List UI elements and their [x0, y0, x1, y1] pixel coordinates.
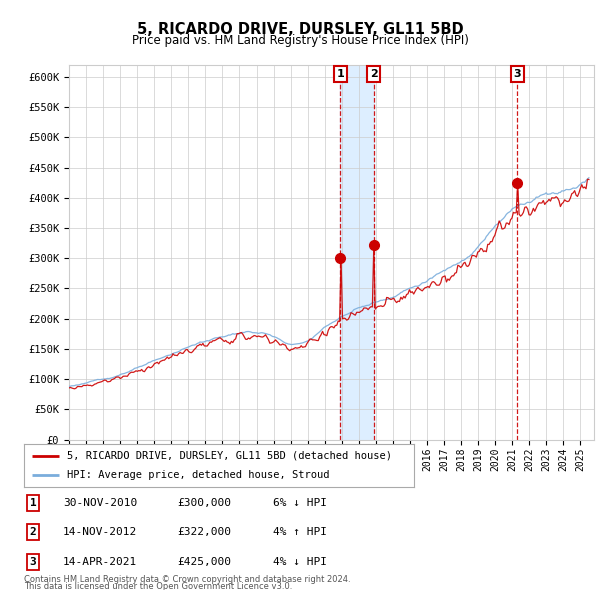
Text: This data is licensed under the Open Government Licence v3.0.: This data is licensed under the Open Gov… — [24, 582, 292, 590]
Text: 1: 1 — [29, 498, 37, 507]
Text: £425,000: £425,000 — [177, 557, 231, 566]
Text: 4% ↓ HPI: 4% ↓ HPI — [273, 557, 327, 566]
Text: 5, RICARDO DRIVE, DURSLEY, GL11 5BD: 5, RICARDO DRIVE, DURSLEY, GL11 5BD — [137, 22, 463, 37]
Text: 2: 2 — [29, 527, 37, 537]
Text: Contains HM Land Registry data © Crown copyright and database right 2024.: Contains HM Land Registry data © Crown c… — [24, 575, 350, 584]
Text: 4% ↑ HPI: 4% ↑ HPI — [273, 527, 327, 537]
Bar — [340, 65, 374, 440]
Text: Price paid vs. HM Land Registry's House Price Index (HPI): Price paid vs. HM Land Registry's House … — [131, 34, 469, 47]
Text: 14-APR-2021: 14-APR-2021 — [63, 557, 137, 566]
Text: 30-NOV-2010: 30-NOV-2010 — [63, 498, 137, 507]
Text: 5, RICARDO DRIVE, DURSLEY, GL11 5BD (detached house): 5, RICARDO DRIVE, DURSLEY, GL11 5BD (det… — [67, 451, 392, 461]
Text: 6% ↓ HPI: 6% ↓ HPI — [273, 498, 327, 507]
Text: 3: 3 — [514, 69, 521, 79]
Text: HPI: Average price, detached house, Stroud: HPI: Average price, detached house, Stro… — [67, 470, 329, 480]
Text: 1: 1 — [337, 69, 344, 79]
Text: £322,000: £322,000 — [177, 527, 231, 537]
Text: 3: 3 — [29, 557, 37, 566]
Text: 2: 2 — [370, 69, 377, 79]
Text: £300,000: £300,000 — [177, 498, 231, 507]
Text: 14-NOV-2012: 14-NOV-2012 — [63, 527, 137, 537]
